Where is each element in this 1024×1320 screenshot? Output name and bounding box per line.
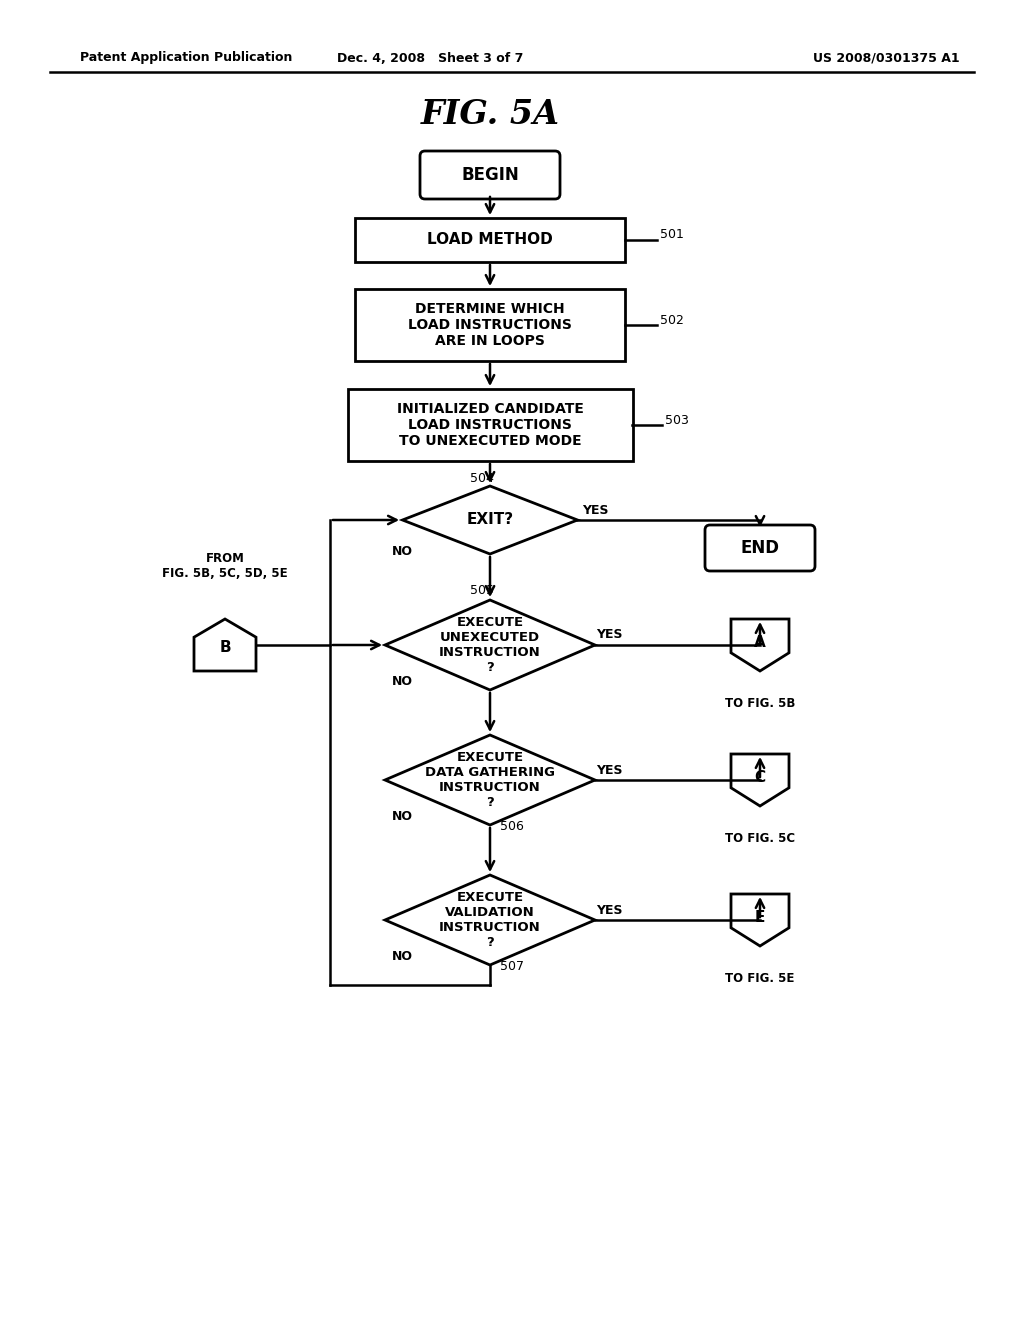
Text: YES: YES [596, 763, 623, 776]
Text: Dec. 4, 2008   Sheet 3 of 7: Dec. 4, 2008 Sheet 3 of 7 [337, 51, 523, 65]
Text: EXIT?: EXIT? [467, 512, 514, 528]
Text: 503: 503 [665, 413, 689, 426]
Polygon shape [385, 735, 595, 825]
Polygon shape [731, 619, 790, 671]
Bar [355, 289, 625, 360]
Text: INITIALIZED CANDIDATE
LOAD INSTRUCTIONS
TO UNEXECUTED MODE: INITIALIZED CANDIDATE LOAD INSTRUCTIONS … [396, 401, 584, 449]
Text: 506: 506 [500, 820, 524, 833]
Polygon shape [731, 754, 790, 807]
Text: 502: 502 [660, 314, 684, 326]
Text: NO: NO [391, 810, 413, 822]
Text: FROM
FIG. 5B, 5C, 5D, 5E: FROM FIG. 5B, 5C, 5D, 5E [162, 552, 288, 579]
Text: NO: NO [391, 675, 413, 688]
Text: EXECUTE
VALIDATION
INSTRUCTION
?: EXECUTE VALIDATION INSTRUCTION ? [439, 891, 541, 949]
Text: E: E [755, 909, 765, 925]
Text: B: B [219, 640, 230, 655]
FancyBboxPatch shape [420, 150, 560, 199]
Polygon shape [194, 619, 256, 671]
FancyBboxPatch shape [705, 525, 815, 572]
Text: 505: 505 [470, 583, 494, 597]
Text: US 2008/0301375 A1: US 2008/0301375 A1 [813, 51, 961, 65]
Bar [347, 389, 633, 461]
Text: TO FIG. 5C: TO FIG. 5C [725, 832, 795, 845]
Polygon shape [385, 601, 595, 690]
Text: C: C [755, 770, 766, 785]
Polygon shape [402, 486, 578, 554]
Text: TO FIG. 5B: TO FIG. 5B [725, 697, 796, 710]
Text: EXECUTE
DATA GATHERING
INSTRUCTION
?: EXECUTE DATA GATHERING INSTRUCTION ? [425, 751, 555, 809]
Text: TO FIG. 5E: TO FIG. 5E [725, 972, 795, 985]
Text: FIG. 5A: FIG. 5A [421, 99, 559, 132]
Text: NO: NO [391, 950, 413, 964]
Text: 507: 507 [500, 960, 524, 973]
Bar [355, 218, 625, 261]
Text: YES: YES [596, 903, 623, 916]
Text: EXECUTE
UNEXECUTED
INSTRUCTION
?: EXECUTE UNEXECUTED INSTRUCTION ? [439, 616, 541, 675]
Text: A: A [754, 635, 766, 649]
Text: END: END [740, 539, 779, 557]
Text: YES: YES [582, 503, 608, 516]
Text: YES: YES [596, 628, 623, 642]
Text: DETERMINE WHICH
LOAD INSTRUCTIONS
ARE IN LOOPS: DETERMINE WHICH LOAD INSTRUCTIONS ARE IN… [408, 302, 572, 348]
Text: BEGIN: BEGIN [461, 166, 519, 183]
Polygon shape [385, 875, 595, 965]
Polygon shape [731, 894, 790, 946]
Text: 501: 501 [660, 228, 684, 242]
Text: NO: NO [391, 545, 413, 558]
Text: LOAD METHOD: LOAD METHOD [427, 232, 553, 248]
Text: 504: 504 [470, 471, 494, 484]
Text: Patent Application Publication: Patent Application Publication [80, 51, 293, 65]
